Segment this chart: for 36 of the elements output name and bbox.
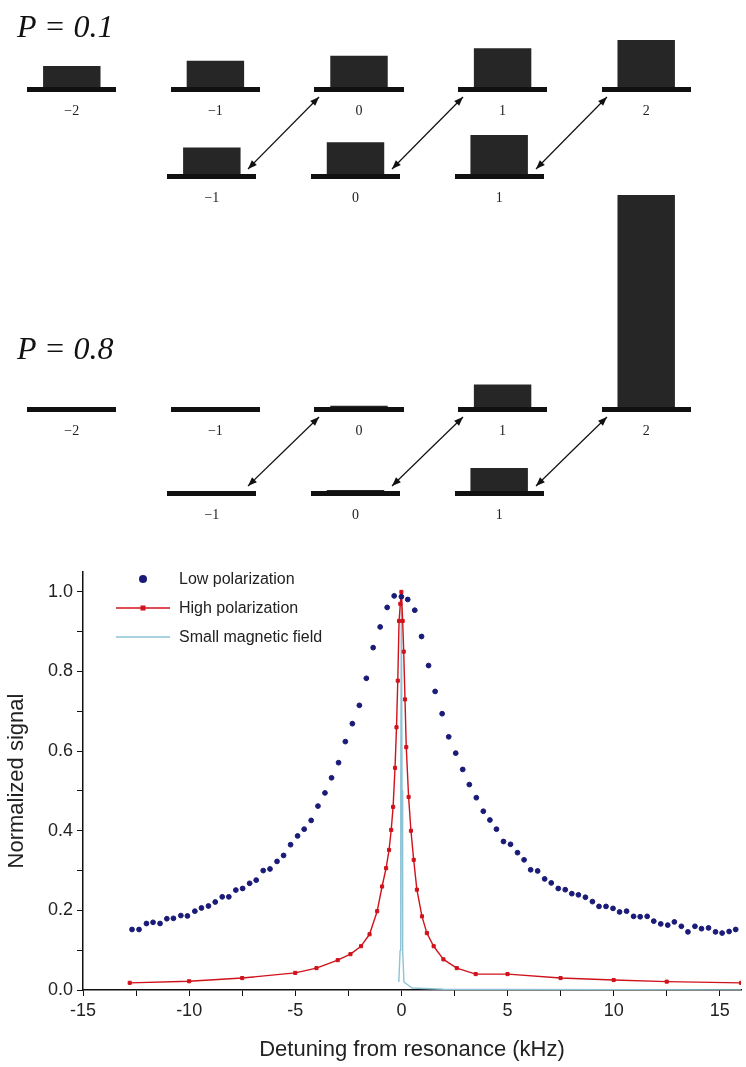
x-tick-label: −1 <box>207 423 223 439</box>
x-tick-label: 1 <box>495 190 503 206</box>
x-tick-label: 1 <box>499 103 507 119</box>
y-tick-label: 0.6 <box>47 740 73 761</box>
x-tick-label: 1 <box>495 507 503 523</box>
x-tick-label: 0 <box>355 423 363 439</box>
x-tick-label: 0 <box>352 190 359 206</box>
x-tick-label: −1 <box>204 507 220 523</box>
x-tick-label: 2 <box>642 423 650 439</box>
x-tick-label: 0 <box>355 103 363 119</box>
x-tick-label: -15 <box>69 999 97 1020</box>
x-tick-label: 5 <box>502 999 513 1020</box>
y-tick-label: 0.2 <box>47 899 73 920</box>
legend-label: Low polarization <box>179 569 295 588</box>
x-tick-label: −2 <box>64 103 80 119</box>
x-tick-label: 0 <box>352 507 359 523</box>
legend-label: Small magnetic field <box>179 627 323 646</box>
y-tick-label: 0.0 <box>47 978 73 999</box>
legend-label: High polarization <box>179 598 299 617</box>
text: P = 0.8 <box>17 330 114 367</box>
y-tick-label: 0.8 <box>47 660 73 681</box>
x-axis-title: Detuning from resonance (kHz) <box>259 1035 565 1061</box>
y-tick-label: 1.0 <box>47 580 73 601</box>
x-tick-label: 1 <box>499 423 507 439</box>
y-tick-label: 0.4 <box>47 819 73 840</box>
x-tick-label: 0 <box>396 999 407 1020</box>
y-axis-title: Normalized signal <box>3 693 29 869</box>
x-tick-label: -10 <box>176 999 203 1020</box>
x-tick-label: −1 <box>204 190 220 206</box>
x-tick-label: −2 <box>64 423 80 439</box>
x-tick-label: −1 <box>207 103 223 119</box>
x-tick-label: 15 <box>709 999 730 1020</box>
x-tick-label: 10 <box>603 999 624 1020</box>
x-tick-label: -5 <box>287 999 304 1020</box>
chart-title: P = 0.1 <box>17 8 114 45</box>
x-tick-label: 2 <box>642 103 650 119</box>
